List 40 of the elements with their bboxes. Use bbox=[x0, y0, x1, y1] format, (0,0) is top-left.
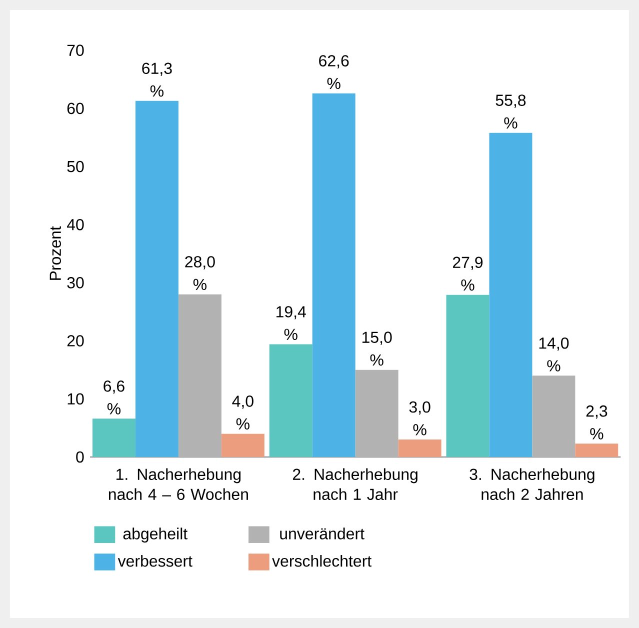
data-label: 61,3 % bbox=[142, 62, 172, 97]
data-label: 3,0 % bbox=[409, 401, 430, 436]
y-tick-label: 20 bbox=[67, 335, 84, 346]
bar bbox=[398, 440, 442, 457]
y-tick-label: 50 bbox=[67, 160, 84, 172]
bar bbox=[269, 344, 312, 457]
legend-label: verschlechtert bbox=[272, 554, 372, 567]
data-label: 2,3 % bbox=[586, 405, 608, 440]
y-tick-label: 40 bbox=[66, 218, 84, 230]
bar bbox=[532, 376, 576, 457]
bar bbox=[355, 370, 398, 457]
data-label: 55,8 % bbox=[496, 94, 526, 129]
x-tick-label: 2. Nacherhebung nach 1 Jahr bbox=[292, 468, 418, 500]
data-label: 28,0 % bbox=[185, 256, 215, 290]
y-tick-label: 70 bbox=[67, 44, 84, 56]
data-label: 15,0 % bbox=[362, 332, 392, 366]
y-axis-title: Prozent bbox=[50, 226, 61, 280]
bar bbox=[575, 444, 618, 457]
bar bbox=[178, 294, 222, 457]
y-tick-label: 0 bbox=[76, 451, 84, 463]
data-label: 4,0 % bbox=[232, 396, 254, 430]
legend-label: verbessert bbox=[118, 554, 192, 567]
bar bbox=[135, 100, 178, 457]
data-label: 19,4 % bbox=[276, 306, 306, 340]
y-tick-label: 10 bbox=[68, 393, 84, 405]
bar bbox=[446, 294, 490, 457]
data-label: 6,6 % bbox=[104, 380, 124, 414]
y-tick-label: 60 bbox=[67, 102, 84, 114]
data-label: 27,9 % bbox=[452, 256, 483, 291]
bar bbox=[489, 132, 532, 457]
legend-label: abgeheilt bbox=[123, 528, 188, 543]
legend-label: unverändert bbox=[280, 528, 364, 540]
bar bbox=[92, 418, 136, 457]
x-tick-label: 3. Nacherhebung nach 2 Jahren bbox=[470, 468, 594, 500]
x-tick-label: 1. Nacherhebung nach 4 – 6 Wochen bbox=[108, 468, 248, 500]
data-label: 14,0 % bbox=[539, 337, 569, 372]
bar bbox=[221, 434, 264, 457]
y-tick-label: 30 bbox=[67, 277, 84, 288]
data-label: 62,6 % bbox=[319, 55, 349, 90]
bar bbox=[312, 93, 356, 457]
